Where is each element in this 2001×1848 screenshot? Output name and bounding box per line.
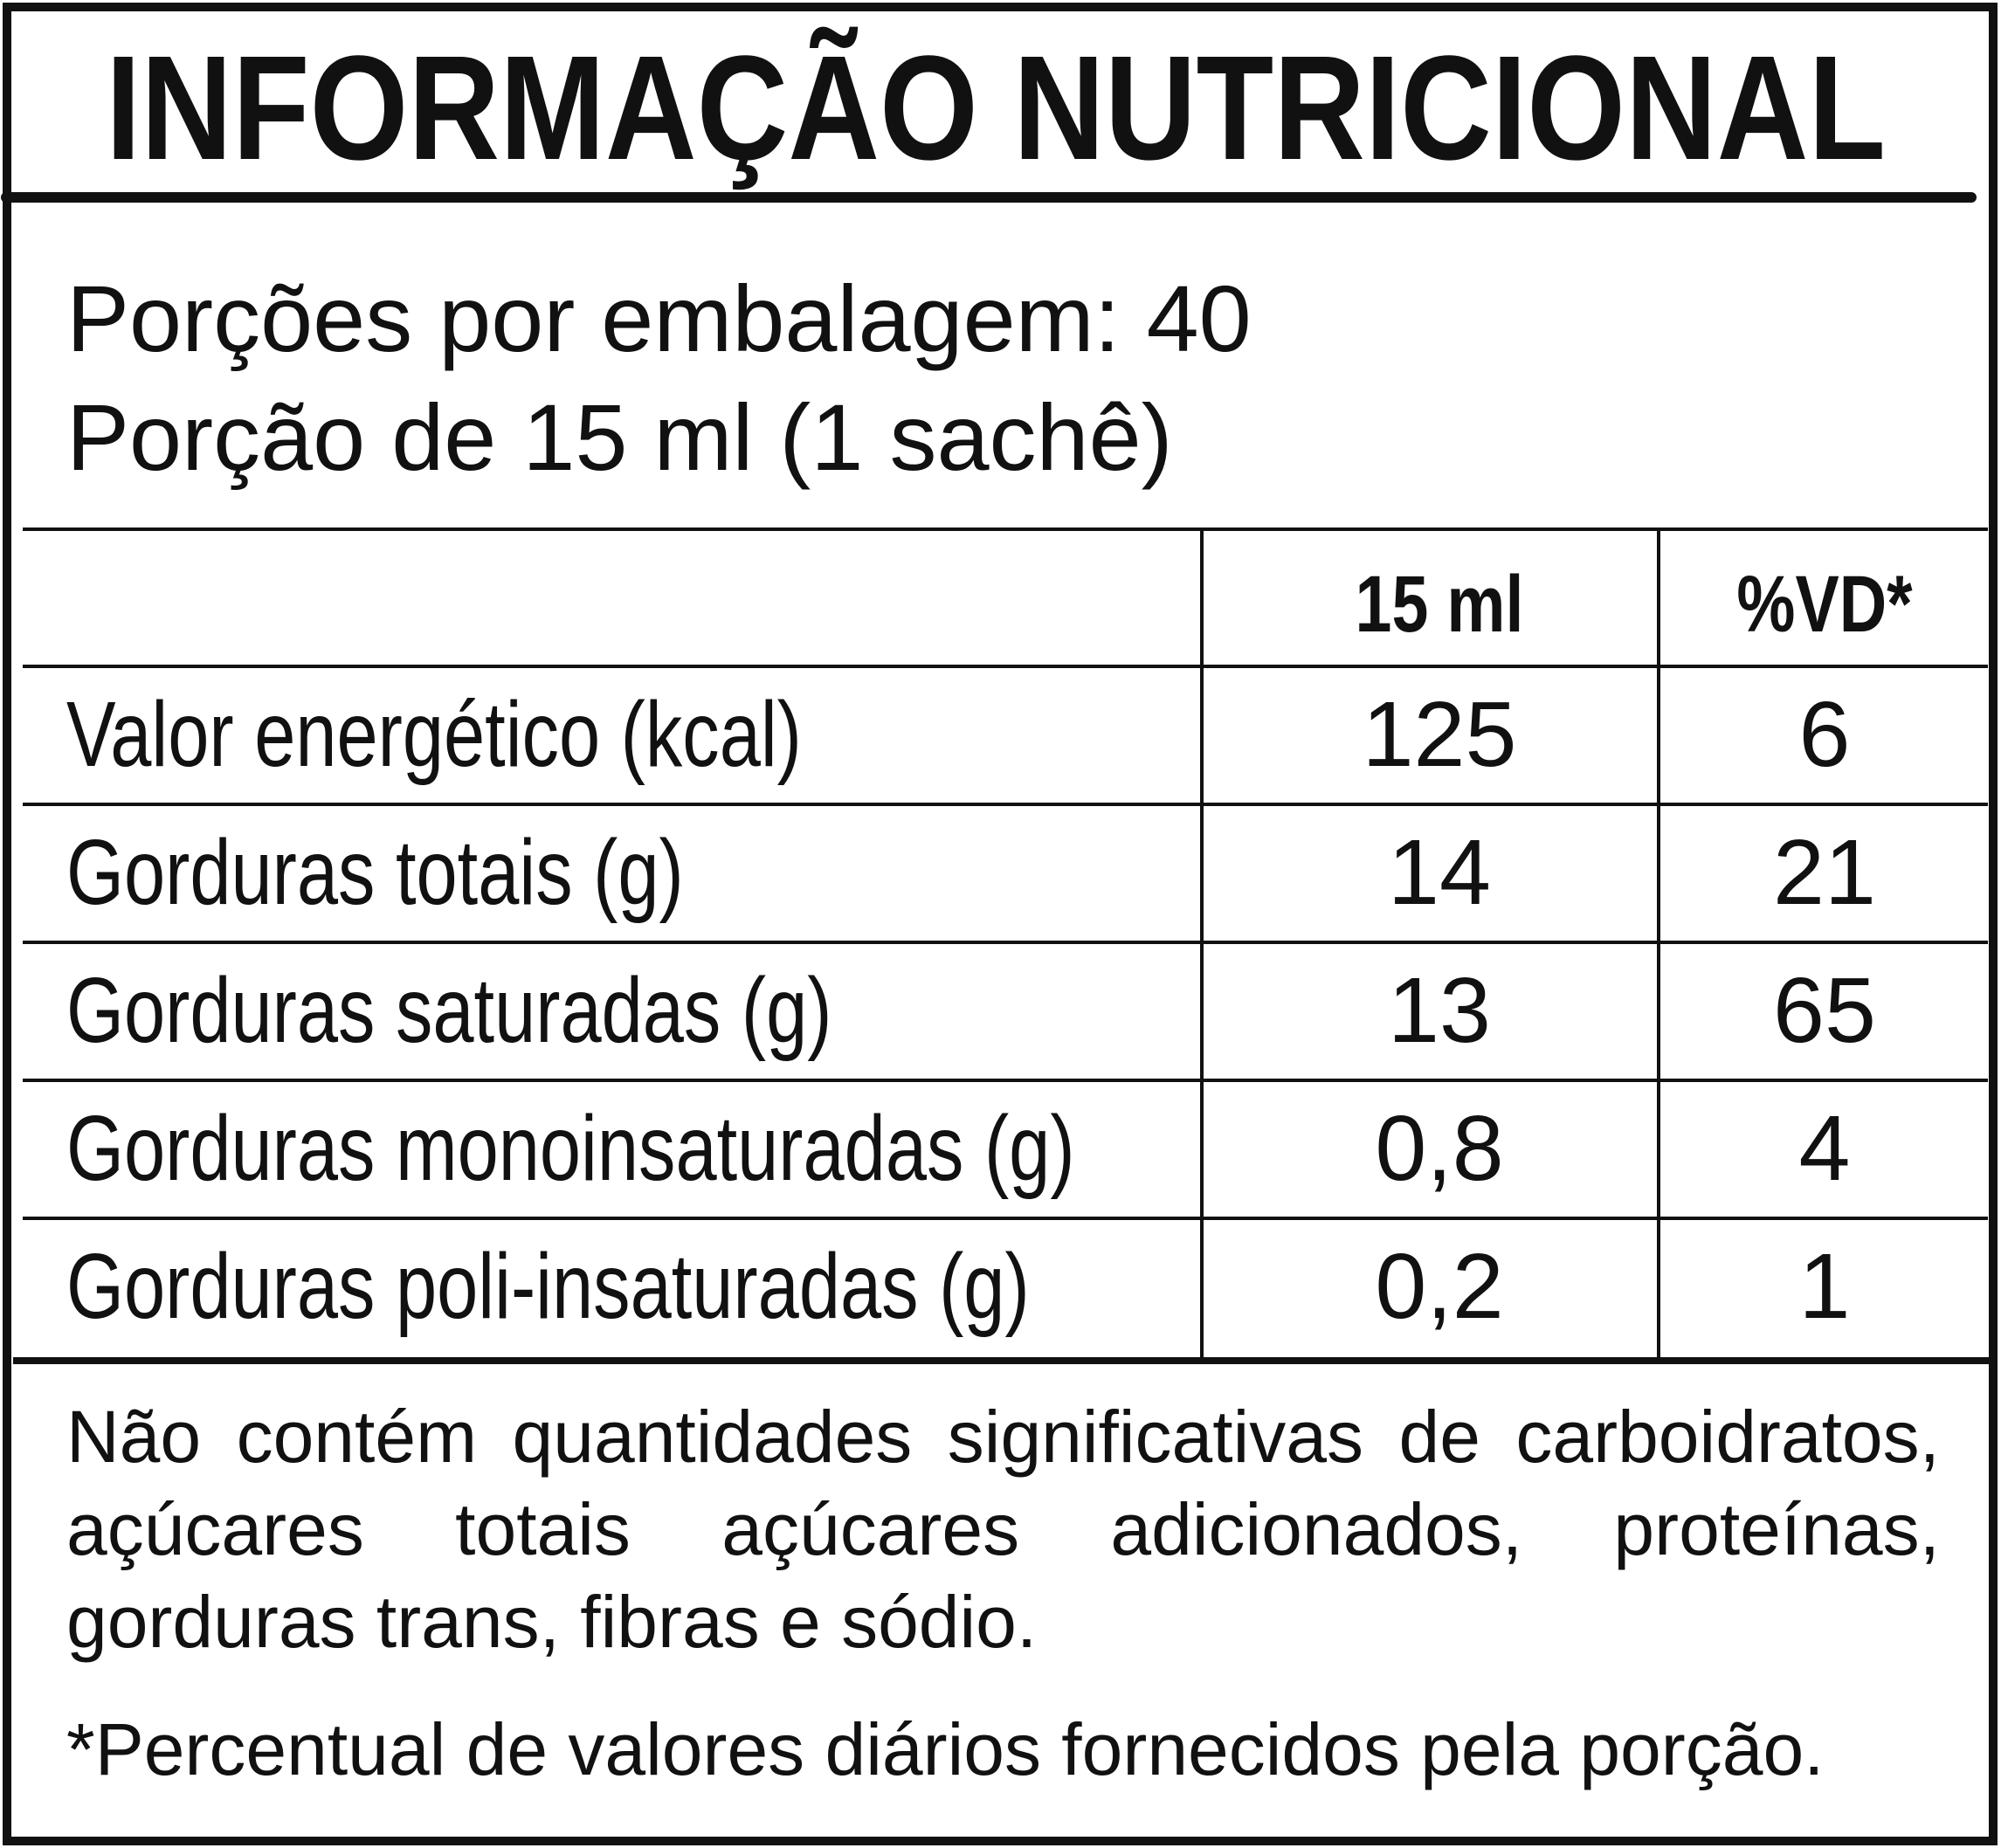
amount: 0,2 — [1375, 1235, 1503, 1338]
column-header: %VD* — [1736, 559, 1912, 649]
amount: 13 — [1388, 959, 1491, 1062]
footnote: *Percentual de valores diários fornecido… — [66, 1708, 1825, 1790]
daily-value: 65 — [1773, 959, 1876, 1062]
amount: 0,8 — [1375, 1097, 1503, 1200]
servings-per-package: Porções por embalagem: 40 — [66, 265, 1252, 371]
amount: 125 — [1363, 683, 1517, 786]
daily-value: 21 — [1773, 821, 1876, 924]
row-label: Gorduras saturadas (g) — [66, 959, 831, 1062]
portion-size: Porção de 15 ml (1 sachê) — [66, 384, 1173, 490]
outer-border — [3, 3, 1998, 1845]
column-header: 15 ml — [1356, 559, 1524, 649]
row-label: Gorduras totais (g) — [66, 821, 684, 924]
row-label: Valor energético (kcal) — [66, 683, 802, 786]
note: Não contém quantidades significativas de… — [66, 1396, 1940, 1663]
title: INFORMAÇÃO NUTRICIONAL — [106, 25, 1886, 191]
daily-value: 6 — [1799, 683, 1851, 786]
row-label: Gorduras poli-insaturadas (g) — [66, 1235, 1030, 1338]
daily-value: 4 — [1799, 1097, 1851, 1200]
daily-value: 1 — [1799, 1235, 1851, 1338]
amount: 14 — [1388, 821, 1491, 924]
row-label: Gorduras monoinsaturadas (g) — [66, 1097, 1075, 1200]
